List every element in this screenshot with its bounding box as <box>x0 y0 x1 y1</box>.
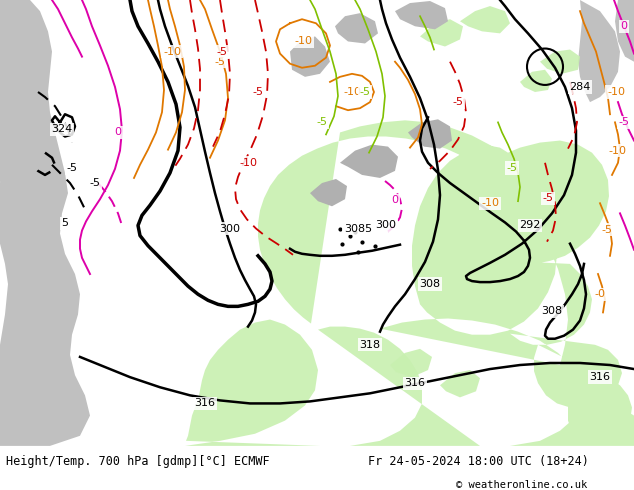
Polygon shape <box>420 19 463 47</box>
Text: -5: -5 <box>252 87 264 97</box>
Text: -5: -5 <box>453 97 463 107</box>
Text: 5: 5 <box>61 219 68 228</box>
Text: 318: 318 <box>359 340 380 350</box>
Text: 308: 308 <box>541 306 562 317</box>
Polygon shape <box>335 13 378 44</box>
Polygon shape <box>615 0 634 62</box>
Text: 308: 308 <box>420 279 441 289</box>
Polygon shape <box>395 1 448 29</box>
Text: -5: -5 <box>619 117 630 127</box>
Text: -10: -10 <box>163 47 181 56</box>
Text: -10: -10 <box>608 146 626 156</box>
Text: 292: 292 <box>519 220 541 230</box>
Polygon shape <box>440 370 480 397</box>
Text: -10: -10 <box>294 36 312 47</box>
Text: 284: 284 <box>569 82 591 92</box>
Text: 0: 0 <box>392 195 399 205</box>
Text: -10: -10 <box>239 158 257 168</box>
Text: -5: -5 <box>602 224 612 235</box>
Polygon shape <box>185 121 634 446</box>
Text: -5: -5 <box>214 57 226 67</box>
Polygon shape <box>290 36 330 77</box>
Polygon shape <box>340 145 398 178</box>
Text: 316: 316 <box>404 378 425 388</box>
Polygon shape <box>408 119 452 148</box>
Polygon shape <box>520 70 552 92</box>
Text: 300: 300 <box>219 223 240 234</box>
Polygon shape <box>540 49 580 74</box>
Polygon shape <box>310 179 347 206</box>
Text: 316: 316 <box>590 372 611 382</box>
Text: -5: -5 <box>89 178 101 188</box>
Polygon shape <box>0 0 30 183</box>
Text: -5: -5 <box>316 117 328 127</box>
Polygon shape <box>460 6 510 33</box>
Text: -10: -10 <box>481 198 499 208</box>
Text: -0: -0 <box>595 289 605 299</box>
Text: 0: 0 <box>115 127 122 138</box>
Text: -5: -5 <box>507 163 517 173</box>
Text: 0: 0 <box>621 21 628 31</box>
Polygon shape <box>390 349 432 377</box>
Text: Fr 24-05-2024 18:00 UTC (18+24): Fr 24-05-2024 18:00 UTC (18+24) <box>368 455 588 468</box>
Text: 316: 316 <box>195 398 216 409</box>
Text: © weatheronline.co.uk: © weatheronline.co.uk <box>456 480 588 490</box>
Text: 300: 300 <box>375 220 396 230</box>
Text: -5: -5 <box>543 193 553 203</box>
Text: -10: -10 <box>343 87 361 97</box>
Text: 324: 324 <box>51 124 73 134</box>
Polygon shape <box>578 0 620 102</box>
Text: 3085: 3085 <box>344 223 372 234</box>
Text: -5: -5 <box>216 47 228 56</box>
Text: Height/Temp. 700 hPa [gdmp][°C] ECMWF: Height/Temp. 700 hPa [gdmp][°C] ECMWF <box>6 455 270 468</box>
Text: -10: -10 <box>607 87 625 97</box>
Text: -5: -5 <box>359 87 370 97</box>
Text: -5: -5 <box>67 163 77 173</box>
Polygon shape <box>0 0 90 446</box>
